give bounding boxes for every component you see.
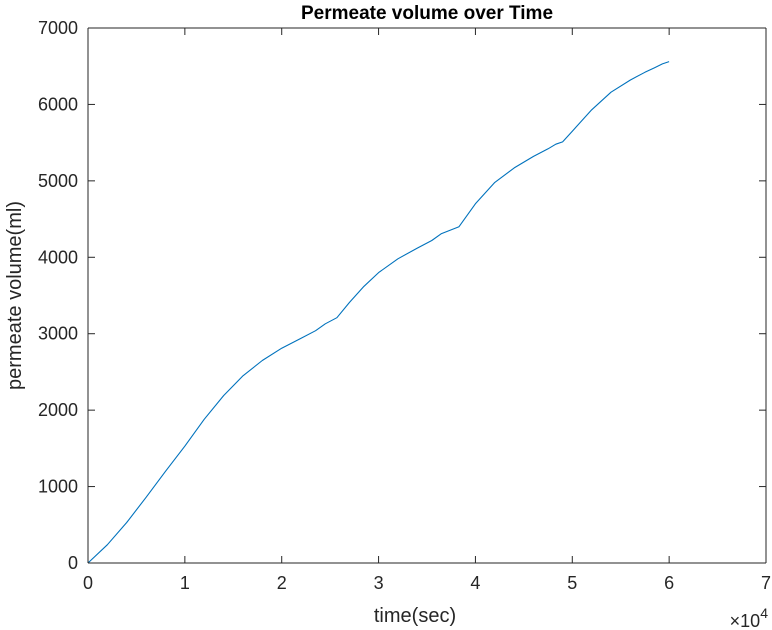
ticks-layer: 0 1 2 3 4 5 6 7 0 1000 2000 3000 4000 5000 6000 7000	[38, 18, 771, 593]
y-tick-label: 5000	[38, 171, 78, 191]
y-tick-label: 3000	[38, 324, 78, 344]
x-tick-label: 5	[567, 573, 577, 593]
y-tick-label: 0	[68, 553, 78, 573]
x-tick-label: 1	[180, 573, 190, 593]
x-axis-exponent: ×104	[730, 605, 769, 630]
x-tick-label: 7	[761, 573, 771, 593]
x-axis-exponent-base: ×10	[730, 611, 761, 630]
x-axis-title: time(sec)	[374, 605, 456, 627]
series-layer	[87, 61, 670, 564]
y-tick-label: 1000	[38, 477, 78, 497]
y-axis-title: permeate volume(ml)	[4, 201, 26, 390]
series-line-1	[87, 61, 670, 564]
x-tick-label: 4	[470, 573, 480, 593]
y-tick-label: 4000	[38, 247, 78, 267]
x-axis-exponent-power: 4	[760, 605, 768, 621]
chart-title: Permeate volume over Time	[301, 3, 553, 24]
y-tick-label: 2000	[38, 400, 78, 420]
y-tick-label: 7000	[38, 18, 78, 38]
x-tick-label: 3	[374, 573, 384, 593]
plot-area	[88, 28, 766, 563]
axes-layer	[87, 27, 767, 564]
y-tick-label: 6000	[38, 94, 78, 114]
x-tick-label: 0	[83, 573, 93, 593]
x-tick-label: 2	[277, 573, 287, 593]
x-tick-label: 6	[664, 573, 674, 593]
